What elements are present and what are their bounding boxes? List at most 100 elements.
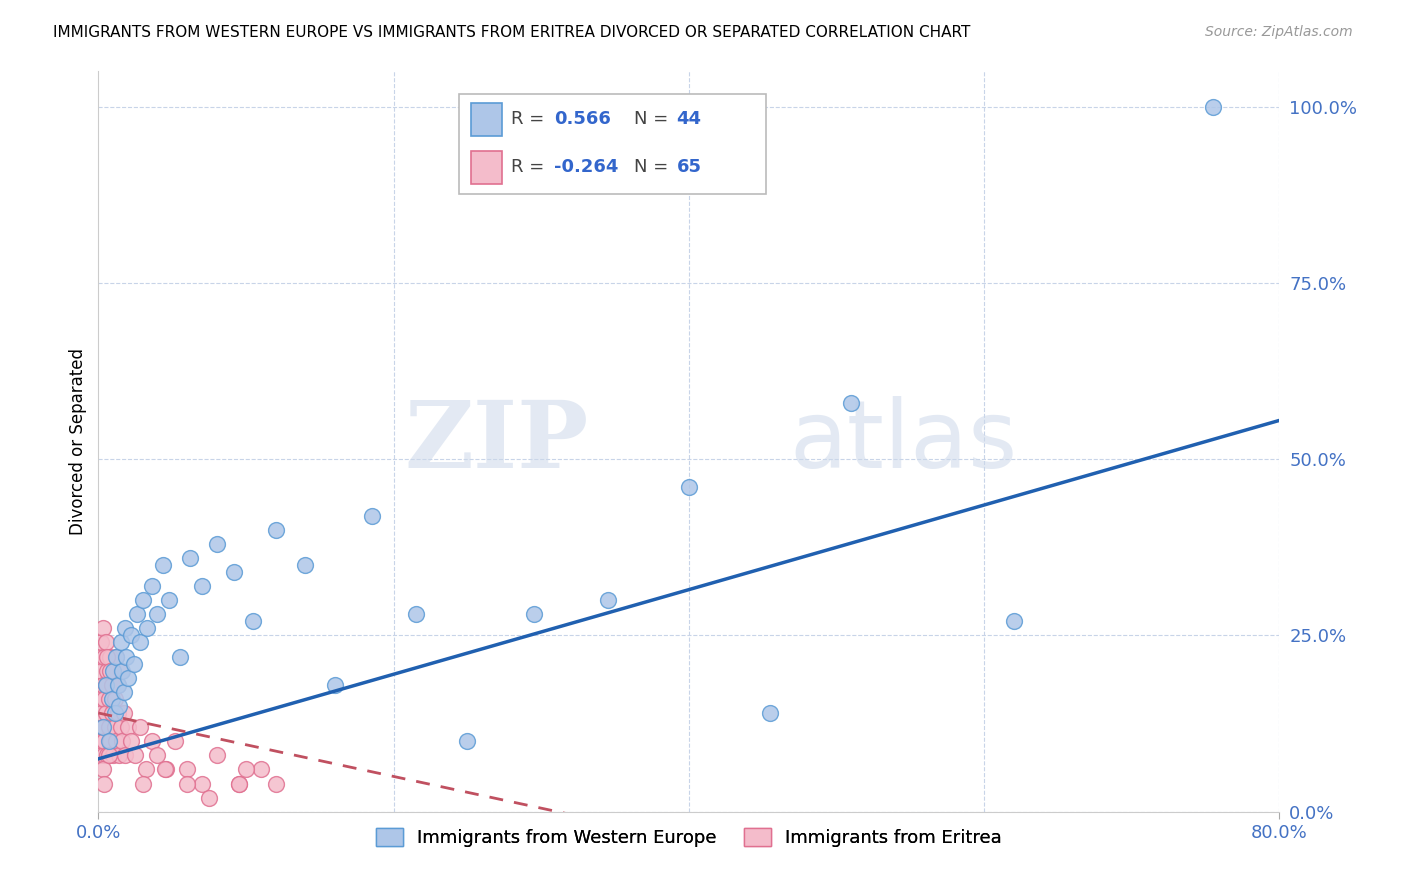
Point [107, 678, 129, 692]
Point [132, 776, 155, 790]
Point [104, 720, 127, 734]
Point [405, 607, 427, 622]
Point [89, 649, 111, 664]
Point [97, 748, 120, 763]
Point [97, 720, 120, 734]
Point [117, 720, 139, 734]
Point [115, 649, 138, 664]
Point [198, 790, 221, 805]
Point [90, 635, 112, 649]
Point [294, 558, 316, 572]
Point [169, 649, 191, 664]
Point [124, 748, 146, 763]
Point [678, 480, 700, 494]
Point [89, 692, 111, 706]
Point [457, 734, 479, 748]
Point [153, 763, 176, 777]
Point [94, 678, 117, 692]
Point [323, 678, 346, 692]
Point [90, 706, 112, 720]
Point [132, 593, 155, 607]
Point [112, 685, 135, 699]
Point [91, 734, 114, 748]
Point [103, 748, 125, 763]
Point [141, 734, 163, 748]
Point [122, 657, 145, 671]
Point [759, 706, 782, 720]
Point [120, 628, 142, 642]
Point [93, 776, 115, 790]
Point [1002, 615, 1025, 629]
Point [228, 776, 250, 790]
Point [91, 763, 114, 777]
Point [250, 763, 273, 777]
Point [91, 678, 114, 692]
Point [179, 550, 201, 565]
Legend: Immigrants from Western Europe, Immigrants from Eritrea: Immigrants from Western Europe, Immigran… [375, 828, 1002, 847]
Point [103, 664, 125, 678]
Point [100, 678, 122, 692]
Point [108, 748, 131, 763]
Point [91, 621, 114, 635]
Point [157, 593, 180, 607]
Point [105, 649, 128, 664]
Point [93, 692, 115, 706]
Point [523, 607, 546, 622]
Point [104, 706, 127, 720]
Point [111, 664, 134, 678]
Point [146, 607, 169, 622]
Point [117, 671, 139, 685]
Point [242, 615, 264, 629]
Point [110, 664, 132, 678]
Point [136, 621, 159, 635]
Point [103, 664, 125, 678]
Point [114, 621, 136, 635]
Point [1202, 100, 1225, 114]
Point [224, 565, 246, 579]
Point [112, 706, 135, 720]
Point [93, 748, 115, 763]
Point [120, 734, 142, 748]
Point [141, 579, 163, 593]
Point [128, 635, 150, 649]
Point [596, 593, 619, 607]
Point [107, 706, 129, 720]
Point [191, 776, 214, 790]
Text: Source: ZipAtlas.com: Source: ZipAtlas.com [1205, 25, 1353, 39]
Point [97, 692, 120, 706]
Point [264, 523, 287, 537]
Text: ZIP: ZIP [405, 397, 589, 486]
Point [94, 635, 117, 649]
Point [100, 706, 122, 720]
Point [111, 734, 134, 748]
Point [93, 649, 115, 664]
Point [135, 763, 157, 777]
Point [191, 579, 214, 593]
Point [110, 720, 132, 734]
Point [841, 396, 863, 410]
Point [90, 664, 112, 678]
Point [97, 734, 120, 748]
Point [114, 748, 136, 763]
Point [96, 664, 118, 678]
Y-axis label: Divorced or Separated: Divorced or Separated [69, 348, 87, 535]
Point [105, 649, 128, 664]
Point [108, 698, 131, 713]
Point [91, 720, 114, 734]
Text: IMMIGRANTS FROM WESTERN EUROPE VS IMMIGRANTS FROM ERITREA DIVORCED OR SEPARATED : IMMIGRANTS FROM WESTERN EUROPE VS IMMIGR… [53, 25, 970, 40]
Point [91, 720, 114, 734]
Point [98, 649, 121, 664]
Point [176, 776, 198, 790]
Point [98, 734, 121, 748]
Point [96, 649, 118, 664]
Point [105, 734, 128, 748]
Point [128, 720, 150, 734]
Point [96, 748, 118, 763]
Point [89, 748, 111, 763]
Point [104, 692, 127, 706]
Point [360, 508, 382, 523]
Point [235, 763, 257, 777]
Point [152, 558, 174, 572]
Point [176, 763, 198, 777]
Point [110, 635, 132, 649]
